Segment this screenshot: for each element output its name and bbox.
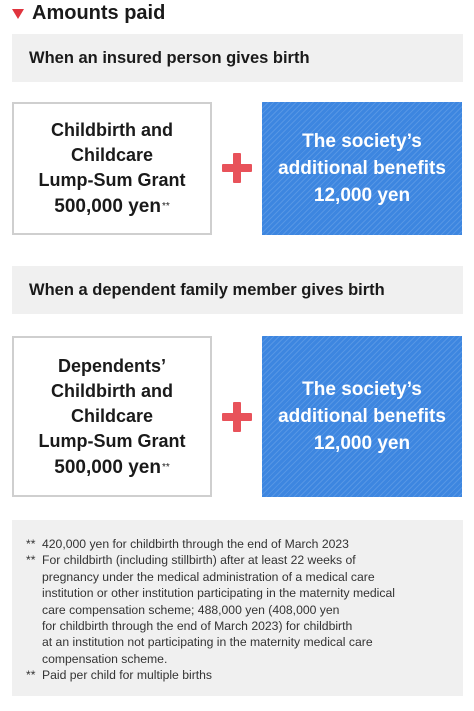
triangle-down-icon (12, 9, 24, 19)
note-text: For childbirth (including stillbirth) af… (42, 552, 453, 667)
benefit-line: 12,000 yen (313, 185, 411, 206)
note-text: Paid per child for multiple births (42, 667, 453, 683)
note-text: 420,000 yen for childbirth through the e… (42, 536, 453, 552)
note-line: for childbirth through the end of March … (42, 619, 353, 634)
grant-line: Childbirth and (51, 380, 173, 401)
note-line: pregnancy under the medical administrati… (42, 569, 375, 584)
grant-line: Childcare (70, 405, 154, 426)
benefit-box-dependent: The society’s additional benefits 12,000… (262, 336, 462, 497)
benefit-line: The society’s (302, 131, 422, 152)
note-marker: ** (26, 537, 36, 551)
plus-icon (222, 153, 252, 183)
section-header-insured: When an insured person gives birth (12, 34, 463, 82)
note-line: Paid per child for multiple births (42, 668, 213, 683)
grant-line: Childbirth and (51, 120, 173, 140)
benefit-box-insured: The society’s additional benefits 12,000… (262, 102, 462, 235)
grant-amount-note: ** (161, 201, 170, 212)
note-marker: ** (26, 668, 36, 683)
note-line: at an institution not participating in t… (42, 635, 373, 650)
benefit-line: 12,000 yen (313, 433, 411, 454)
note-line: 420,000 yen for childbirth through the e… (42, 537, 349, 551)
grant-box-insured: Childbirth and Childcare Lump-Sum Grant … (12, 102, 212, 235)
note-line: care compensation scheme; 488,000 yen (4… (42, 602, 340, 617)
note-item: ** 420,000 yen for childbirth through th… (26, 536, 453, 552)
grant-line: Lump-Sum Grant (38, 430, 186, 451)
note-line: compensation scheme. (42, 651, 168, 666)
benefit-line: additional benefits (278, 158, 446, 179)
plus-icon (222, 402, 252, 432)
note-marker: ** (26, 553, 36, 568)
grant-box-dependent: Dependents’ Childbirth and Childcare Lum… (12, 336, 212, 497)
note-line: For childbirth (including stillbirth) af… (42, 553, 356, 568)
benefit-line: additional benefits (278, 406, 446, 427)
grant-line: Childcare (70, 145, 154, 165)
note-item: ** For childbirth (including stillbirth)… (26, 552, 453, 667)
page-title: Amounts paid (32, 1, 166, 24)
notes-box: ** 420,000 yen for childbirth through th… (12, 520, 463, 696)
grant-line: Dependents’ (57, 355, 167, 376)
grant-amount-value: 500,000 yen (54, 196, 161, 217)
grant-amount-value: 500,000 yen (54, 456, 161, 478)
benefit-line: The society’s (302, 379, 422, 400)
grant-amount-note: ** (161, 461, 170, 473)
grant-line: Lump-Sum Grant (38, 170, 186, 190)
grant-amount: 500,000 yen** (54, 455, 170, 480)
grant-amount: 500,000 yen** (54, 194, 170, 219)
note-item: ** Paid per child for multiple births (26, 667, 453, 683)
page-heading: Amounts paid (12, 0, 165, 26)
section-header-dependent: When a dependent family member gives bir… (12, 266, 463, 314)
note-line: institution or other institution partici… (42, 586, 395, 601)
